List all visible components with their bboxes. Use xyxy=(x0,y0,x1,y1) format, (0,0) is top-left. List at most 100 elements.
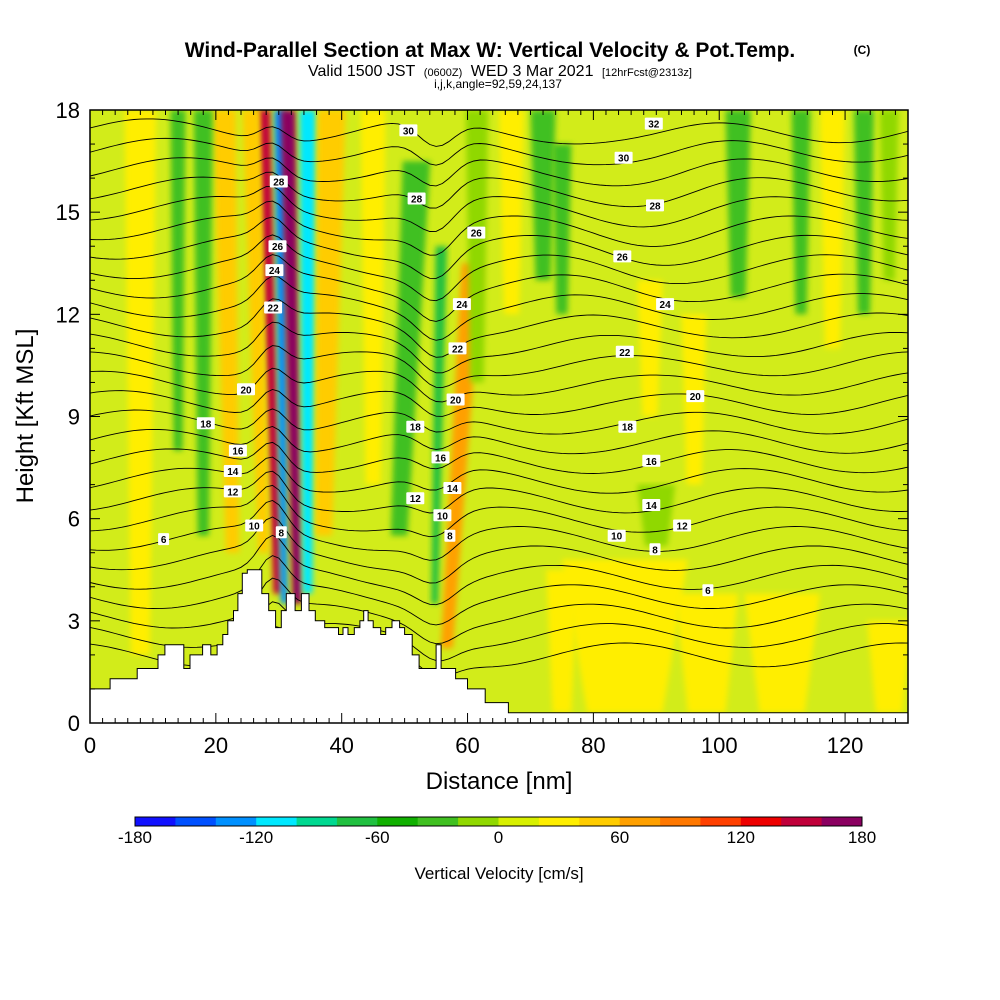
contour-label: 14 xyxy=(642,499,661,512)
contour-label-text: 20 xyxy=(240,385,252,396)
contour-label: 12 xyxy=(673,519,692,533)
contour-label-text: 24 xyxy=(660,300,672,311)
contour-label: 18 xyxy=(406,420,425,434)
contour-label: 8 xyxy=(649,543,661,556)
contour-label-text: 12 xyxy=(677,522,689,533)
colorbar-swatch xyxy=(821,817,863,826)
theta-contour xyxy=(90,426,908,455)
y-tick-label: 15 xyxy=(56,200,80,225)
colorbar-swatch xyxy=(215,817,257,826)
contour-label-text: 8 xyxy=(447,532,453,543)
contour-label: 16 xyxy=(431,451,450,464)
contour-label: 18 xyxy=(618,420,637,434)
contour-label: 28 xyxy=(269,175,288,189)
contour-label: 8 xyxy=(444,529,456,543)
colorbar-swatch xyxy=(740,817,782,826)
theta-contour xyxy=(90,185,908,232)
y-tick-label: 3 xyxy=(68,609,80,634)
colorbar-tick-label: -60 xyxy=(365,828,390,847)
velocity-cell xyxy=(819,110,846,349)
chart-subtitle: Valid 1500 JST (0600Z) WED 3 Mar 2021 [1… xyxy=(308,63,692,80)
velocity-cell xyxy=(213,110,240,553)
theta-contour xyxy=(90,345,908,389)
theta-contour xyxy=(90,298,908,358)
theta-contour xyxy=(90,516,908,584)
theta-contour xyxy=(90,200,908,256)
theta-contour xyxy=(90,234,908,302)
x-tick-label: 20 xyxy=(204,733,228,758)
contour-label: 30 xyxy=(614,151,633,165)
contour-label-text: 18 xyxy=(622,423,634,434)
contour-label-text: 22 xyxy=(452,344,464,355)
contour-label: 24 xyxy=(265,264,284,277)
contour-label-text: 18 xyxy=(200,419,212,430)
colorbar-swatch xyxy=(781,817,823,826)
theta-contour xyxy=(90,118,908,147)
contour-label: 6 xyxy=(702,584,714,597)
theta-contour xyxy=(90,254,908,322)
y-tick-label: 9 xyxy=(68,405,80,430)
contour-label-text: 18 xyxy=(410,423,422,434)
contour-label: 14 xyxy=(223,465,242,478)
contour-label: 26 xyxy=(268,240,287,253)
contour-label: 20 xyxy=(686,390,705,403)
chart-title: Wind-Parallel Section at Max W: Vertical… xyxy=(185,39,871,62)
theta-contour xyxy=(90,389,908,417)
contour-label: 26 xyxy=(613,250,632,263)
contour-label: 28 xyxy=(646,199,664,212)
colorbar-swatch xyxy=(135,817,176,826)
velocity-cell xyxy=(637,280,663,417)
chart-title-marker: (C) xyxy=(854,43,871,57)
contour-label: 16 xyxy=(228,444,247,458)
velocity-cell xyxy=(530,110,556,281)
velocity-cell xyxy=(552,144,572,315)
contour-label: 8 xyxy=(275,526,287,539)
contour-label: 22 xyxy=(264,301,283,315)
contour-label-text: 30 xyxy=(403,126,415,137)
velocity-cell xyxy=(360,110,386,485)
contour-label: 12 xyxy=(223,485,242,498)
colorbar-swatch xyxy=(458,817,499,826)
x-axis-ticks: 0 20 40 60 80 100 120 xyxy=(84,110,909,758)
y-tick-label: 6 xyxy=(68,507,80,532)
x-tick-label: 80 xyxy=(581,733,605,758)
theta-contour xyxy=(90,577,908,645)
theta-contour xyxy=(90,484,908,538)
contour-label-text: 20 xyxy=(690,392,702,403)
contour-label-text: 24 xyxy=(269,266,281,277)
contour-label: 20 xyxy=(446,393,465,407)
contour-labels: 6 6 8 8 8 10 10 10 12 12 12 14 14 14 16 16 16 18 18 18 20 20 2… xyxy=(158,117,714,597)
contour-label-text: 14 xyxy=(646,501,658,512)
contour-label: 32 xyxy=(644,117,663,131)
contour-label: 28 xyxy=(407,192,426,206)
theta-contour xyxy=(90,275,908,341)
x-tick-label: 40 xyxy=(329,733,353,758)
velocity-cell xyxy=(744,593,820,713)
colorbar-tick-label: -120 xyxy=(239,828,273,847)
x-tick-label: 60 xyxy=(455,733,479,758)
contour-label-text: 26 xyxy=(617,252,629,263)
velocity-cell xyxy=(561,559,688,713)
contour-label-text: 22 xyxy=(619,348,631,359)
velocity-cell xyxy=(124,110,157,655)
y-tick-label: 18 xyxy=(56,98,80,123)
velocity-cell xyxy=(853,110,874,315)
valid-time: Valid 1500 JST xyxy=(308,63,416,80)
colorbar-tick-label: 60 xyxy=(610,828,629,847)
y-tick-label: 12 xyxy=(56,302,80,327)
colorbar-tick-label: -180 xyxy=(118,828,152,847)
velocity-cell xyxy=(170,110,186,451)
section-parameters: i,j,k,angle=92,59,24,137 xyxy=(434,77,562,91)
velocity-cell xyxy=(791,110,811,315)
contour-label: 26 xyxy=(467,226,486,240)
contour-label-text: 10 xyxy=(249,522,261,533)
forecast-info: [12hrFcst@2313z] xyxy=(602,67,692,79)
x-axis-label: Distance [nm] xyxy=(426,768,573,795)
colorbar-tick-label: 180 xyxy=(848,828,876,847)
contour-label-text: 6 xyxy=(705,586,711,597)
theta-contour xyxy=(90,408,908,435)
velocity-cell xyxy=(242,110,269,553)
contour-label-text: 14 xyxy=(227,467,239,478)
colorbar-swatch xyxy=(417,817,459,826)
velocity-cell xyxy=(879,110,899,281)
